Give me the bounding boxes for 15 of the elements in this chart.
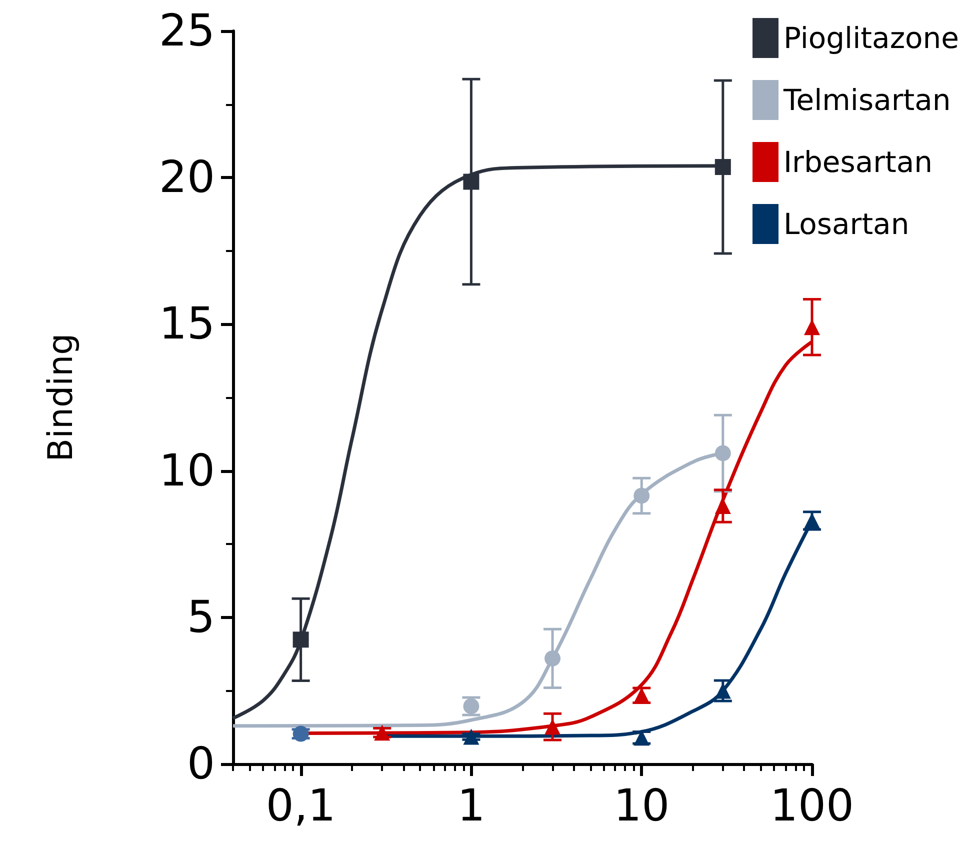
y-tick-label: 15 bbox=[159, 298, 215, 350]
y-axis-title: Binding bbox=[41, 333, 81, 462]
x-tick-label: 0,1 bbox=[266, 780, 336, 832]
x-tick-label: 100 bbox=[770, 780, 854, 832]
legend-label: Telmisartan bbox=[782, 83, 951, 117]
y-tick-label: 10 bbox=[159, 445, 215, 496]
legend-label: Irbesartan bbox=[784, 145, 933, 179]
legend-label: Pioglitazone bbox=[784, 21, 960, 55]
x-tick-label: 10 bbox=[614, 780, 670, 832]
y-tick-label: 5 bbox=[187, 592, 215, 643]
y-tick-label: 0 bbox=[187, 738, 215, 790]
y-tick-label: 25 bbox=[159, 6, 215, 56]
legend-label: Losartan bbox=[784, 207, 910, 241]
y-tick-label: 20 bbox=[159, 152, 215, 204]
x-tick-label: 1 bbox=[457, 780, 486, 832]
